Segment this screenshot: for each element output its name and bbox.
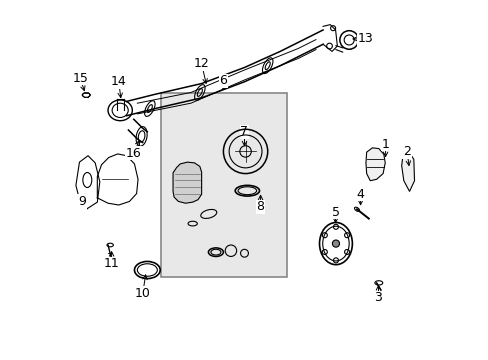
Text: 5: 5: [331, 206, 339, 219]
Text: 1: 1: [381, 138, 389, 151]
Text: 4: 4: [356, 188, 364, 201]
Text: 12: 12: [193, 57, 209, 71]
Text: 8: 8: [256, 200, 264, 213]
Text: 15: 15: [72, 72, 88, 85]
Text: 14: 14: [111, 75, 126, 88]
Text: 10: 10: [135, 287, 150, 300]
Text: 11: 11: [103, 257, 119, 270]
Polygon shape: [401, 151, 414, 192]
Text: 3: 3: [374, 291, 382, 305]
Circle shape: [332, 240, 339, 247]
Text: 2: 2: [402, 145, 410, 158]
Text: 13: 13: [357, 32, 373, 45]
Polygon shape: [173, 162, 201, 203]
Bar: [160, 93, 287, 277]
Text: 9: 9: [78, 195, 86, 208]
Text: 16: 16: [125, 147, 142, 160]
Polygon shape: [365, 148, 385, 181]
Text: 7: 7: [240, 125, 248, 138]
Text: 6: 6: [219, 74, 226, 87]
